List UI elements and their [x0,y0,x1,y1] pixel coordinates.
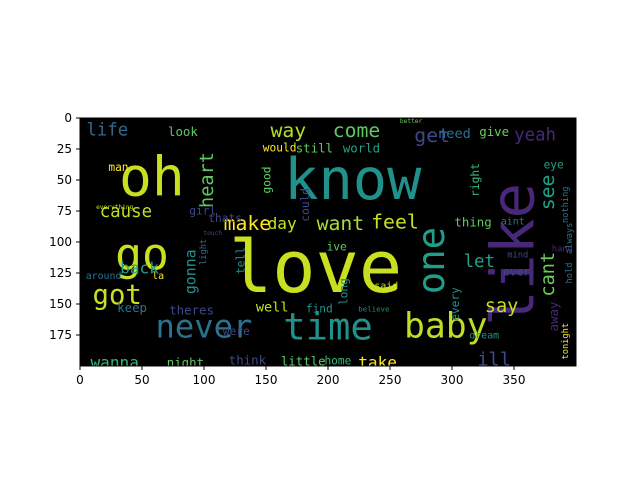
word-tonight: tonight [561,323,571,360]
wordcloud-image: oh know love like go never time baby one got way co… [80,118,576,372]
word-say: say [485,296,519,317]
y-tick-label: 25 [57,142,72,156]
word-could: could [299,188,312,222]
word-keep: keep [117,300,147,315]
word-heart: heart [197,152,218,208]
word-believe: believe [358,304,390,313]
word-cause: cause [100,202,152,222]
word-touch: touch [203,230,222,237]
word-want: want [317,212,365,235]
word-dream: dream [469,331,499,342]
word-thing: thing [454,215,491,230]
word-theres: theres [169,303,214,318]
word-mind: mind [507,251,528,261]
word-around: around [86,271,122,282]
word-wanna: wanna [90,353,138,372]
word-hold: hold [565,263,575,284]
word-got: got [93,280,142,311]
word-long: long [338,278,351,305]
y-axis-ticks: 0 25 50 75 100 125 150 175 [49,111,80,342]
word-feel: feel [371,211,419,234]
image-background [80,118,576,366]
word-find: find [306,302,333,315]
word-thats: thats [208,212,242,225]
word-ill: ill [477,349,511,370]
x-tick-label: 200 [317,373,340,387]
x-tick-label: 150 [255,373,278,387]
word-love: love [229,225,402,309]
word-away: away [546,301,561,331]
word-like: like [480,183,549,326]
word-la: la [152,271,164,282]
x-tick-label: 350 [503,373,526,387]
word-world: world [343,140,380,155]
word-every: every [449,287,462,321]
word-light: light [199,239,209,265]
word-know: know [284,147,422,213]
word-back: back [120,259,159,278]
word-good: good [261,167,274,194]
word-still: still [296,140,333,155]
word-nothing: nothing [561,186,571,223]
word-tell: tell [235,247,248,274]
x-tick-label: 100 [193,373,216,387]
word-life: life [86,120,128,140]
word-time: time [283,304,373,348]
word-said: said [374,281,398,292]
x-tick-label: 50 [134,373,149,387]
x-tick-label: 0 [76,373,84,387]
y-tick-label: 150 [49,297,72,311]
x-tick-label: 250 [379,373,402,387]
word-one: one [409,227,453,294]
y-tick-label: 0 [64,111,72,125]
word-see: see [536,175,559,211]
word-home: home [324,355,351,368]
word-always: always [565,223,575,254]
word-man: man [108,161,128,174]
word-baby: baby [404,306,488,346]
y-tick-label: 125 [49,266,72,280]
word-yeah: yeah [514,125,556,145]
word-make: make [224,212,272,235]
word-never: never [156,307,253,345]
word-better: better [400,118,423,125]
word-right: right [469,163,482,197]
word-well: well [256,300,289,316]
word-aint: aint [501,217,525,228]
y-tick-label: 50 [57,173,72,187]
x-tick-label: 300 [441,373,464,387]
word-ever: ever [503,265,530,278]
y-tick-label: 75 [57,204,72,218]
word-night: night [167,355,204,370]
word-get: get [414,124,450,147]
word-were: were [223,325,250,338]
word-gonna: gonna [181,249,199,294]
word-come: come [333,119,381,142]
word-cant: cant [538,252,559,297]
word-little: little [281,354,326,369]
word-girl: girl [189,205,216,218]
word-way: way [270,119,306,142]
word-take: take [358,353,397,372]
word-need: need [438,126,471,142]
word-go: go [115,228,169,280]
y-tick-label: 100 [49,235,72,249]
word-ive: ive [327,240,347,253]
word-everything: everything [96,204,134,211]
word-think: think [229,352,267,367]
word-day: day [268,214,297,233]
word-oh: oh [119,144,185,208]
word-eye: eye [544,159,564,172]
words-layer: oh know love like go never time baby one got way co… [86,118,575,372]
word-give: give [479,124,509,139]
y-tick-label: 175 [49,328,72,342]
word-hand: hand [552,244,573,254]
x-axis-ticks: 0 50 100 150 200 250 300 350 [76,366,525,387]
word-would: would [263,141,297,154]
word-look: look [168,124,198,139]
word-let: let [464,252,495,272]
